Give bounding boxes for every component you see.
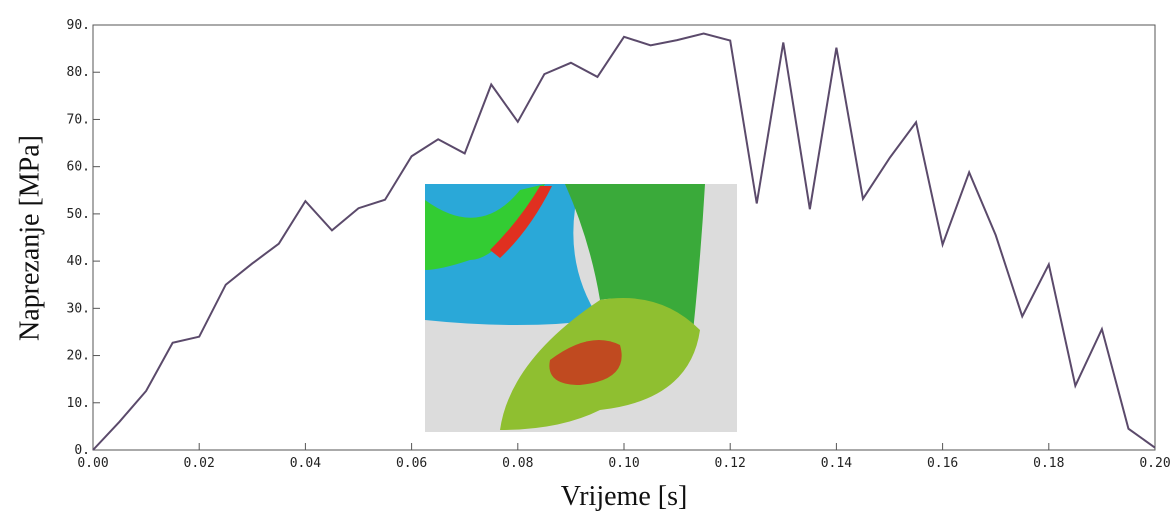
x-tick-label: 0.08	[502, 456, 533, 471]
x-tick-label: 0.20	[1139, 456, 1170, 471]
y-tick-label: 20.	[67, 349, 90, 364]
x-tick-label: 0.10	[608, 456, 639, 471]
y-tick-label: 0.	[74, 443, 90, 458]
y-tick-label: 10.	[67, 396, 90, 411]
y-axis-label: Naprezanje [MPa]	[14, 135, 45, 341]
y-tick-label: 70.	[67, 112, 90, 127]
x-tick-label: 0.18	[1033, 456, 1064, 471]
x-axis-label: Vrijeme [s]	[561, 481, 688, 512]
y-tick-label: 60.	[67, 160, 90, 175]
y-tick-label: 50.	[67, 207, 90, 222]
x-tick-label: 0.02	[184, 456, 215, 471]
x-tick-label: 0.04	[290, 456, 321, 471]
y-tick-label: 80.	[67, 65, 90, 80]
x-tick-label: 0.14	[821, 456, 852, 471]
inset-shape	[549, 340, 622, 385]
y-tick-label: 40.	[67, 254, 90, 269]
x-tick-label: 0.00	[77, 456, 108, 471]
x-tick-label: 0.16	[927, 456, 958, 471]
inset-image	[425, 184, 737, 432]
y-tick-label: 30.	[67, 301, 90, 316]
x-tick-label: 0.06	[396, 456, 427, 471]
data-line	[92, 32, 1156, 451]
inset-shape	[425, 184, 545, 270]
x-tick-label: 0.12	[715, 456, 746, 471]
inset-shape	[490, 186, 552, 258]
y-tick-label: 90.	[67, 18, 90, 33]
